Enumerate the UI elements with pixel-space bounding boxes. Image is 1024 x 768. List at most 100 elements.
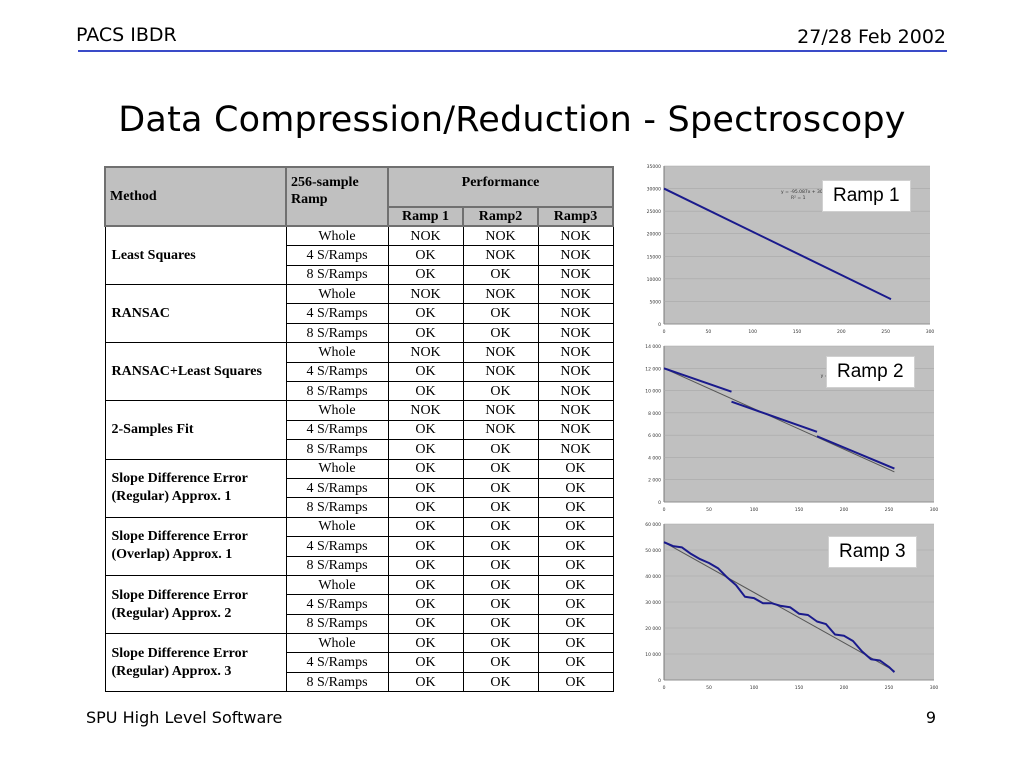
ramp3-label: Ramp 3 [828,536,917,568]
y-tick-label: 2 000 [648,478,661,484]
ramp1-result-cell: OK [387,536,464,557]
header-date: 27/28 Feb 2002 [797,26,946,48]
x-tick-label: 0 [663,329,666,335]
x-tick-label: 100 [748,329,757,335]
method-cell: RANSAC [104,284,287,344]
sample-cell: 8 S/Ramps [285,439,389,460]
ramp3-result-cell: NOK [537,400,614,421]
ramp1-result-cell: OK [387,613,464,635]
ramp1-result-cell: OK [387,555,464,576]
ramp1-result-cell: OK [387,652,464,673]
y-tick-label: 10 000 [645,389,661,395]
sample-cell: 8 S/Ramps [285,613,389,635]
sample-cell: Whole [285,516,389,538]
ramp2-result-cell: NOK [462,342,539,363]
table-row: 8 S/Ramps OK OK OK [105,671,614,693]
table-row: RANSAC Whole NOK NOK NOK [104,284,614,344]
method-cell: Least Squares [104,225,287,286]
ramp2-result-cell: OK [462,574,539,596]
y-tick-label: 12 000 [645,366,661,372]
ramp1-result-cell: OK [387,594,464,615]
table-row: 2-Samples Fit Whole NOK NOK NOK [104,400,614,460]
x-tick-label: 0 [663,685,666,691]
ramp3-result-cell: NOK [537,264,614,286]
series-line [663,367,732,393]
ramp3-result-cell: OK [537,652,614,673]
x-tick-label: 50 [706,685,712,691]
table-row: Least Squares Whole NOK NOK NOK [104,225,614,286]
x-tick-label: 200 [837,329,846,335]
fit-line [663,541,895,672]
sample-cell: Whole [285,225,389,247]
ramp2-result-cell: OK [462,594,539,615]
table-row: Slope Difference Error (Overlap) Approx.… [104,516,614,576]
y-tick-label: 30 000 [645,600,661,606]
y-tick-label: 20 000 [645,626,661,632]
x-tick-label: 200 [840,507,849,513]
ramp2-result-cell: OK [462,381,539,402]
sample-cell: 4 S/Ramps [285,245,389,266]
ramp2-result-cell: NOK [462,284,539,305]
y-tick-label: 0 [658,678,661,684]
y-tick-label: 4 000 [648,455,661,461]
col-sample-header: 256-sample Ramp [285,165,389,228]
y-tick-label: 35000 [647,164,661,170]
y-tick-label: 15000 [647,254,661,260]
y-tick-label: 60 000 [645,522,661,528]
x-tick-label: 250 [885,507,894,513]
sample-cell: 4 S/Ramps [285,303,389,324]
series-line [663,541,896,673]
ramp3-result-cell: NOK [537,439,614,460]
ramp2-result-cell: OK [462,652,539,673]
ramp1-result-cell: NOK [387,284,464,305]
ramp1-result-cell: OK [387,381,464,402]
ramp2-result-cell: OK [462,264,539,286]
sample-cell: Whole [285,574,389,596]
ramp1-result-cell: OK [387,245,464,266]
sample-cell: Whole [285,633,389,654]
table-row: 4 S/Ramps OK OK OK [105,477,614,499]
sample-cell: 8 S/Ramps [285,497,389,518]
table-row: Slope Difference Error (Regular) Approx.… [104,458,614,518]
ramp3-result-cell: OK [537,555,614,576]
col-performance-header: Performance [386,166,615,208]
x-tick-label: 150 [793,329,802,335]
y-tick-label: 5000 [650,299,662,305]
sample-cell: 4 S/Ramps [285,361,389,383]
method-cell: Slope Difference Error (Regular) Approx.… [104,574,287,635]
ramp3-result-cell: NOK [537,245,614,266]
ramp2-result-cell: OK [462,555,539,576]
table-row: 8 S/Ramps OK OK OK [105,497,614,518]
table-row: 8 S/Ramps OK OK NOK [105,381,614,402]
table-row: 4 S/Ramps OK OK NOK [105,303,614,324]
ramp3-result-cell: NOK [537,284,614,305]
y-tick-label: 0 [658,500,661,506]
ramp1-result-cell: OK [387,671,464,693]
sample-cell: 4 S/Ramps [285,477,389,499]
ramp2-result-cell: OK [462,458,539,479]
table-row: Slope Difference Error (Regular) Approx.… [104,633,614,693]
x-tick-label: 300 [930,685,939,691]
sample-cell: 8 S/Ramps [285,322,389,344]
x-tick-label: 300 [926,329,935,335]
ramp3-result-cell: NOK [537,381,614,402]
ramp1-result-cell: OK [387,303,464,324]
ramp3-result-cell: OK [537,574,614,596]
sample-cell: 8 S/Ramps [285,671,389,693]
sample-cell: 4 S/Ramps [285,594,389,615]
y-tick-label: 10000 [647,277,661,283]
method-cell: Slope Difference Error (Overlap) Approx.… [104,516,287,576]
ramp1-result-cell: OK [387,516,464,538]
sample-cell: 4 S/Ramps [285,536,389,557]
ramp3-result-cell: OK [537,613,614,635]
table-row: Slope Difference Error (Regular) Approx.… [104,574,614,635]
ramp1-result-cell: OK [387,361,464,383]
series-line [731,400,818,433]
ramp3-result-cell: NOK [537,303,614,324]
sample-cell: Whole [285,284,389,305]
page-number: 9 [925,708,936,727]
ramp2-result-cell: NOK [462,225,539,247]
sample-cell: Whole [285,458,389,479]
header-left: PACS IBDR [76,24,177,46]
slide-title: Data Compression/Reduction - Spectroscop… [118,100,906,140]
